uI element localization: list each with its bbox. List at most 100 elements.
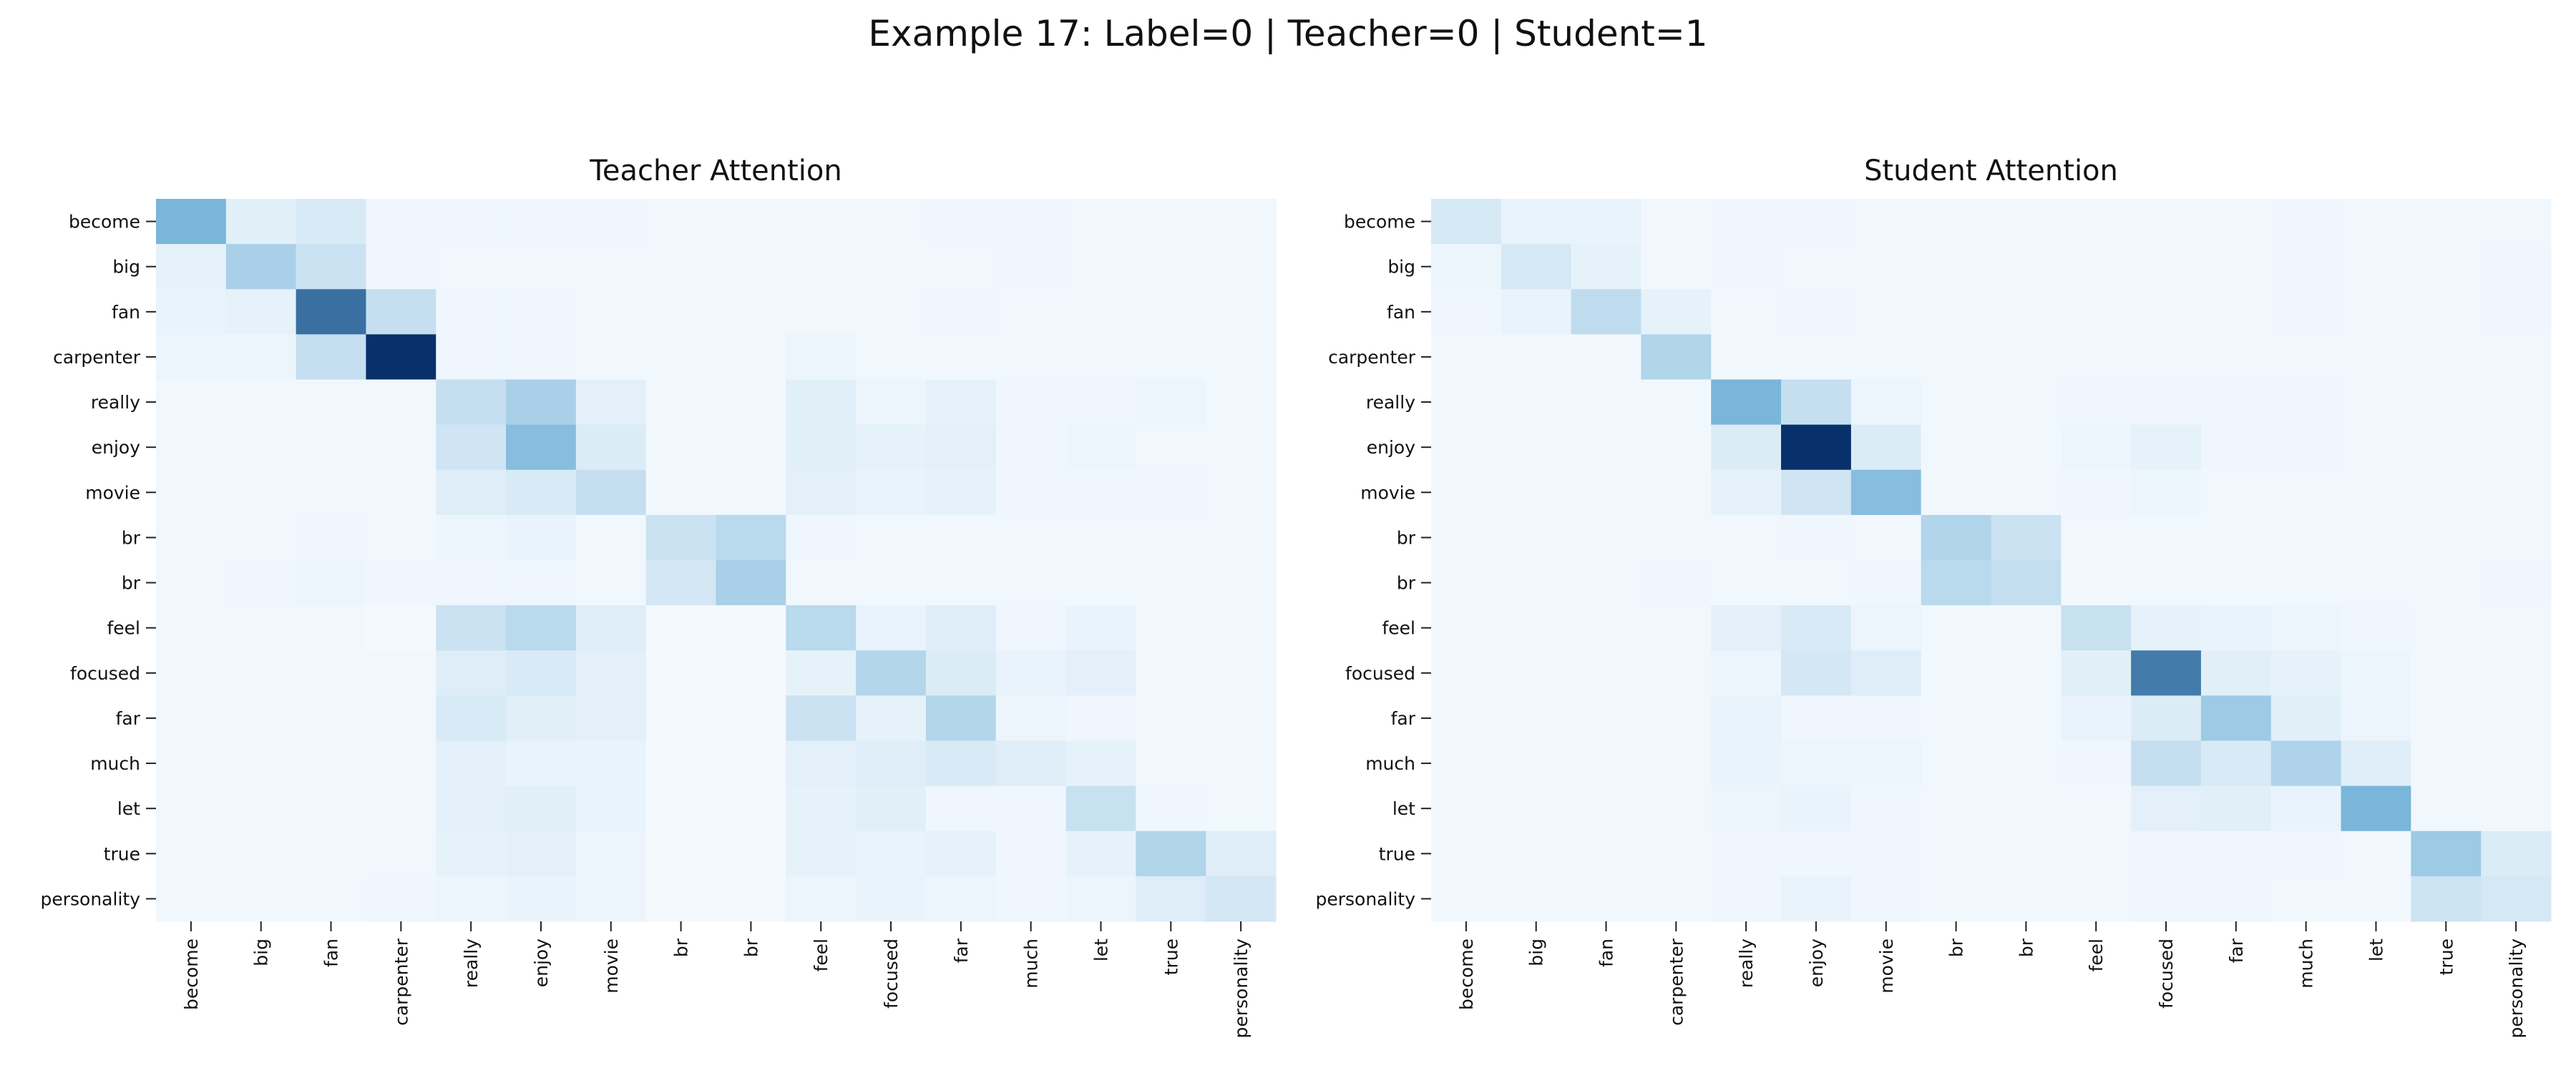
heatmap-cell xyxy=(1641,379,1712,426)
heatmap-cell xyxy=(925,876,997,922)
heatmap-cell xyxy=(1571,289,1642,335)
heatmap-cell xyxy=(1711,560,1782,606)
heatmap-cell xyxy=(1206,876,1277,922)
heatmap-cell xyxy=(1431,876,1502,922)
heatmap-cell xyxy=(1641,334,1712,381)
heatmap-cell xyxy=(2200,244,2272,290)
heatmap-cell xyxy=(2200,650,2272,696)
heatmap-cell xyxy=(2061,695,2132,742)
heatmap-cell xyxy=(1991,605,2062,651)
heatmap-cell xyxy=(925,424,997,471)
heatmap-cell xyxy=(925,514,997,561)
heatmap-cell xyxy=(1065,831,1136,877)
heatmap-cell xyxy=(1711,605,1782,651)
heatmap-cell xyxy=(1571,424,1642,471)
heatmap-cell xyxy=(366,695,436,742)
heatmap-cell xyxy=(1501,199,1572,245)
heatmap-cell xyxy=(1136,199,1206,245)
y-tick-label: big xyxy=(1387,257,1415,278)
heatmap-cell xyxy=(2341,740,2411,787)
heatmap-cell xyxy=(506,469,577,516)
heatmap-cell xyxy=(366,740,436,787)
heatmap-cell xyxy=(225,289,297,335)
heatmap-cell xyxy=(925,244,997,290)
heatmap-cell xyxy=(1991,289,2062,335)
heatmap-cell xyxy=(1431,785,1502,832)
heatmap-cell xyxy=(1431,199,1502,245)
heatmap-cell xyxy=(156,740,227,787)
heatmap-cell xyxy=(1571,560,1642,606)
heatmap-cell xyxy=(1136,289,1206,335)
y-tick-label: carpenter xyxy=(1328,347,1416,368)
heatmap-cell xyxy=(995,199,1067,245)
heatmap-cell xyxy=(1921,244,1992,290)
heatmap-cell xyxy=(1065,244,1136,290)
heatmap-cell xyxy=(436,740,507,787)
x-tick-label: much xyxy=(2296,939,2317,989)
heatmap-cell xyxy=(645,876,717,922)
heatmap-cell xyxy=(1711,424,1782,471)
heatmap-cell xyxy=(2411,199,2482,245)
heatmap-cell xyxy=(1571,334,1642,381)
heatmap-cell xyxy=(366,424,436,471)
heatmap-cell xyxy=(1571,695,1642,742)
heatmap-cell xyxy=(2341,469,2411,516)
heatmap-cell xyxy=(716,785,786,832)
heatmap-cell xyxy=(506,695,577,742)
heatmap-cell xyxy=(786,199,857,245)
heatmap-cell xyxy=(2200,785,2272,832)
heatmap-cell xyxy=(2131,379,2202,426)
y-tick-label: become xyxy=(1344,212,1415,232)
heatmap-cell xyxy=(225,424,297,471)
heatmap-cell xyxy=(856,650,927,696)
heatmap-cell xyxy=(1711,289,1782,335)
y-tick-label: true xyxy=(1379,843,1415,864)
heatmap-cell xyxy=(2270,695,2342,742)
x-tick-label: fan xyxy=(321,939,342,967)
heatmap-cell xyxy=(925,785,997,832)
heatmap-cell xyxy=(2411,244,2482,290)
heatmap-cell xyxy=(1501,740,1572,787)
heatmap-cell xyxy=(225,785,297,832)
heatmap-cell xyxy=(1501,785,1572,832)
heatmap-cell xyxy=(225,605,297,651)
heatmap-cell xyxy=(645,334,717,381)
heatmap-cell xyxy=(1065,605,1136,651)
heatmap-cell xyxy=(296,560,367,606)
heatmap-cell xyxy=(1206,379,1277,426)
x-tick-label: become xyxy=(1456,939,1477,1010)
heatmap-cell xyxy=(1065,379,1136,426)
heatmap-cell xyxy=(856,740,927,787)
heatmap-cell xyxy=(156,424,227,471)
heatmap-cell xyxy=(2341,199,2411,245)
y-tick-label: become xyxy=(69,212,140,232)
heatmap-cell xyxy=(575,289,647,335)
heatmap-cell xyxy=(645,785,717,832)
y-tick-label: focused xyxy=(70,663,140,684)
x-tick-label: let xyxy=(2366,939,2386,961)
heatmap-cell xyxy=(2341,695,2411,742)
y-tick-label: focused xyxy=(1345,663,1415,684)
heatmap-cell xyxy=(1921,785,1992,832)
heatmap-cell xyxy=(156,605,227,651)
heatmap-cell xyxy=(2200,831,2272,877)
x-tick-label: focused xyxy=(2156,939,2177,1009)
heatmap-cell xyxy=(2061,199,2132,245)
heatmap-cell xyxy=(1991,424,2062,471)
heatmap-cell xyxy=(1781,650,1852,696)
heatmap-cell xyxy=(1921,560,1992,606)
heatmap-cell xyxy=(575,695,647,742)
heatmap-cell xyxy=(1641,650,1712,696)
heatmap-cell xyxy=(1136,605,1206,651)
heatmap-cell xyxy=(506,289,577,335)
figure-title: Example 17: Label=0 | Teacher=0 | Studen… xyxy=(868,13,1708,54)
heatmap-cell xyxy=(1850,199,1922,245)
y-tick-label: let xyxy=(117,798,140,819)
heatmap-cell xyxy=(2131,289,2202,335)
heatmap-cell xyxy=(925,289,997,335)
heatmap-cell xyxy=(506,244,577,290)
heatmap-cell xyxy=(716,605,786,651)
heatmap-cell xyxy=(1991,831,2062,877)
heatmap-cell xyxy=(645,289,717,335)
